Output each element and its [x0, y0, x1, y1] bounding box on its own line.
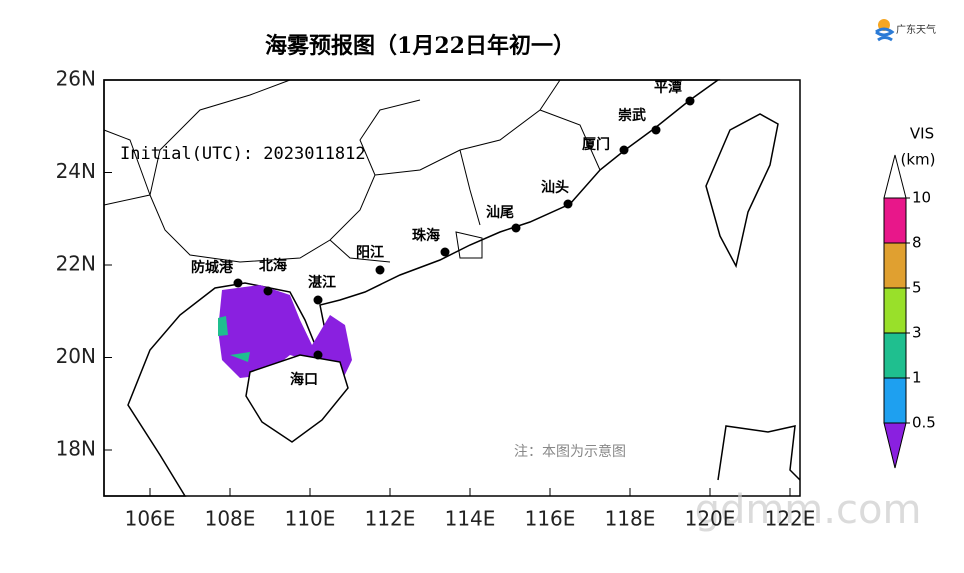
hainan [245, 354, 349, 443]
title: 海雾预报图（1月22日年初一） [265, 33, 575, 59]
city-label: 阳江 [356, 244, 384, 261]
fog-edge [218, 316, 250, 362]
lon-tick-label: 110E [285, 507, 336, 531]
city-label: 平潭 [654, 79, 682, 96]
lon-tick-label: 108E [205, 507, 256, 531]
city-dot [375, 265, 385, 275]
city-dot [440, 247, 450, 257]
city-dot [233, 278, 243, 288]
lon-tick-label: 118E [605, 507, 656, 531]
taiwan [705, 113, 779, 269]
city-label: 海口 [290, 371, 318, 388]
colorbar-label: 10 [912, 189, 931, 207]
logo-cloud [875, 27, 895, 42]
city-dot [563, 199, 573, 209]
colorbar-segment [883, 332, 907, 379]
colorbar-bottom [883, 422, 907, 469]
colorbar-segment [883, 287, 907, 334]
city-label: 崇武 [618, 107, 646, 124]
colorbar-label: 8 [912, 234, 922, 252]
lon-tick-label: 122E [765, 507, 816, 531]
lat-tick-label: 20N [56, 344, 96, 368]
colorbar-segment [883, 377, 907, 424]
lon-tick-label: 116E [525, 507, 576, 531]
city-dot [313, 295, 323, 305]
colorbar-segment [883, 197, 907, 244]
colorbar-label: 5 [912, 279, 922, 297]
city-dot [263, 286, 273, 296]
colorbar-label: 3 [912, 324, 922, 342]
luzon [717, 425, 801, 481]
lon-tick-label: 120E [685, 507, 736, 531]
initial-time: Initial(UTC): 2023011812 [120, 144, 366, 164]
city-dot [685, 96, 695, 106]
city-label: 北海 [259, 257, 287, 274]
map-area [103, 79, 801, 497]
logo-text: 广东天气 [896, 23, 936, 36]
colorbar-title: VIS [910, 125, 934, 143]
lat-tick-label: 18N [56, 437, 96, 461]
province-borders [103, 79, 601, 263]
lat-tick-label: 26N [56, 67, 96, 91]
lat-tick-label: 22N [56, 252, 96, 276]
colorbar-label: 1 [912, 369, 922, 387]
map-frame [103, 79, 801, 497]
mainland [103, 79, 721, 497]
hongkong-box [455, 231, 483, 259]
city-dot [313, 350, 323, 360]
colorbar-segment [883, 242, 907, 289]
city-label: 厦门 [582, 136, 610, 153]
colorbar-label: 0.5 [912, 414, 936, 432]
lon-tick-label: 106E [125, 507, 176, 531]
city-dot [511, 223, 521, 233]
city-label: 珠海 [412, 227, 440, 244]
city-dot [619, 145, 629, 155]
lon-tick-label: 114E [445, 507, 496, 531]
colorbar: VIS (km) [883, 125, 936, 469]
lat-tick-label: 24N [56, 159, 96, 183]
logo: 广东天气 [875, 19, 936, 42]
note: 注：本图为示意图 [514, 443, 626, 460]
city-label: 汕头 [541, 179, 569, 196]
city-label: 湛江 [308, 274, 336, 291]
colorbar-unit: (km) [900, 151, 935, 169]
watermark: gdmm.com [695, 487, 922, 533]
lon-tick-label: 112E [365, 507, 416, 531]
city-label: 防城港 [191, 259, 234, 276]
city-label: 汕尾 [486, 204, 514, 221]
city-dot [651, 125, 661, 135]
